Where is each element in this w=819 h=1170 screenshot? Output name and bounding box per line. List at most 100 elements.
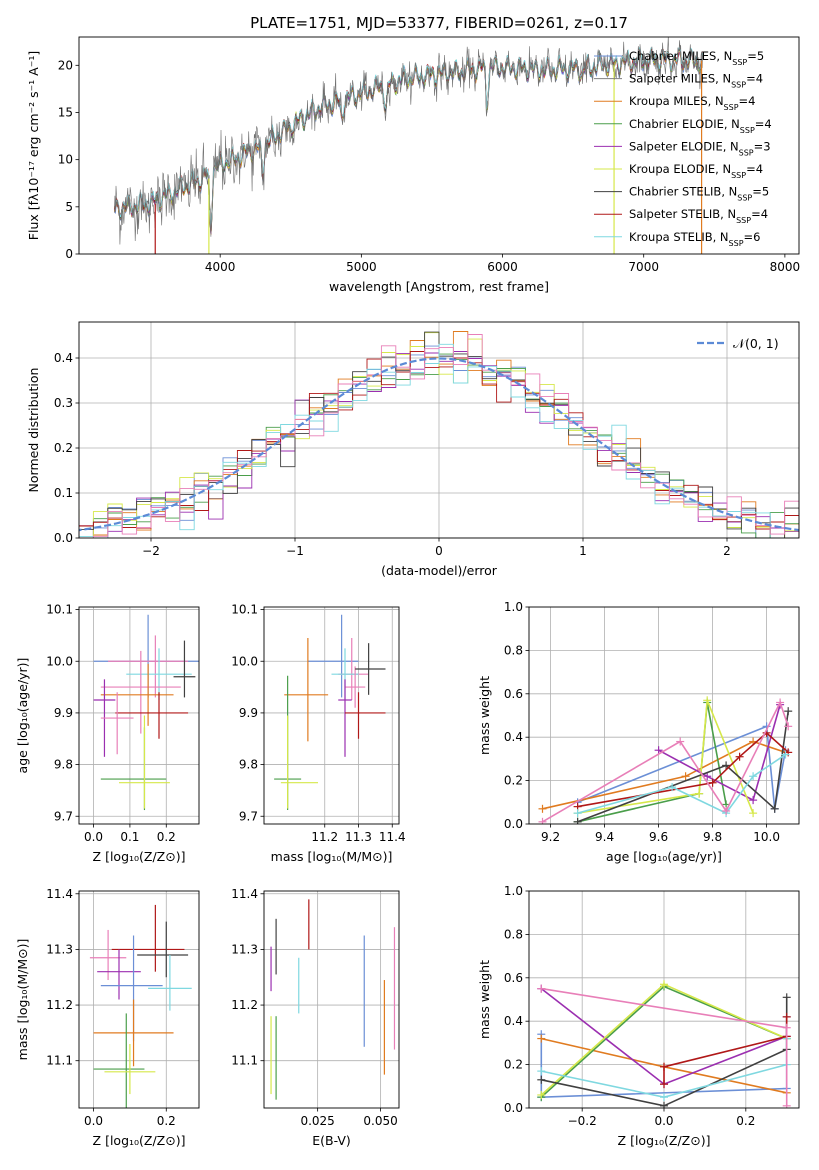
y-tick-label: 10.0 — [46, 654, 73, 668]
y-tick-label: 11.4 — [46, 887, 73, 901]
weight-marker — [703, 772, 712, 781]
weight-marker — [749, 809, 758, 818]
weight-marker — [782, 1012, 791, 1021]
weight-marker — [573, 817, 582, 824]
y-tick-label: 9.7 — [54, 809, 73, 823]
weight-marker — [537, 1067, 546, 1076]
weight-marker — [782, 1023, 791, 1032]
y-tick-label: 0.0 — [54, 531, 73, 545]
weight-marker — [703, 696, 712, 705]
panel-weights-vs-age: 9.2 9.4 9.6 9.8 10.0 0.0 0.2 0.4 0.6 0.8 1.0 age [l… — [477, 600, 800, 864]
weight-marker — [676, 737, 685, 746]
y-tick-label: 0 — [65, 247, 73, 261]
weight-marker — [695, 789, 704, 798]
y-tick-label: 11.1 — [46, 1054, 73, 1068]
x-axis-label: wavelength [Angstrom, rest frame] — [329, 279, 549, 294]
x-axis-label: E(B-V) — [312, 1133, 351, 1148]
x-tick-label: 9.4 — [595, 830, 614, 844]
y-tick-label: 11.4 — [231, 887, 258, 901]
histogram-step — [79, 334, 799, 538]
data-point-errorbar — [345, 666, 366, 708]
data-point-errorbar — [100, 692, 134, 755]
panel-mass-vs-ebv: 0.025 0.050 11.1 11.2 11.3 11.4 E(B-V) — [231, 887, 400, 1148]
data-point-errorbar — [284, 638, 329, 742]
y-tick-label: 0.8 — [504, 927, 523, 941]
weight-marker — [660, 1093, 668, 1102]
x-tick-label: 1 — [579, 544, 587, 558]
y-tick-label: 11.1 — [231, 1054, 258, 1068]
y-tick-label: 0.4 — [504, 1014, 523, 1028]
weight-marker — [782, 1101, 791, 1108]
x-tick-label: 0.0 — [654, 1114, 673, 1128]
x-tick-label: 0.025 — [300, 1114, 334, 1128]
weight-marker — [749, 796, 758, 805]
weight-marker — [708, 778, 717, 787]
axes-frame — [78, 321, 800, 539]
x-axis-label: Z [log₁₀(Z/Z⊙)] — [93, 1133, 186, 1148]
data-point-errorbar — [100, 727, 167, 811]
panel-weights-vs-Z: −0.2 0.0 0.2 0.0 0.2 0.4 0.6 0.8 1.0 Z [log₁₀(Z/Z… — [477, 884, 800, 1148]
x-tick-label: 9.6 — [649, 830, 668, 844]
data-point-errorbar — [111, 904, 185, 972]
weight-line — [577, 699, 754, 814]
legend-label: Chabrier ELODIE, NSSP=4 — [629, 117, 772, 135]
weight-marker — [668, 783, 677, 792]
y-tick-label: 20 — [58, 58, 73, 72]
y-tick-label: 9.9 — [54, 706, 73, 720]
y-tick-label: 9.7 — [239, 809, 258, 823]
x-tick-label: 2 — [723, 544, 731, 558]
data-point-errorbar — [97, 949, 141, 1000]
x-tick-label: 0.0 — [84, 830, 103, 844]
data-point-errorbar — [93, 1013, 145, 1108]
weight-line — [542, 700, 789, 823]
x-axis-label: Z [log₁₀(Z/Z⊙)] — [93, 849, 186, 864]
y-tick-label: 9.8 — [54, 758, 73, 772]
legend-label: Salpeter ELODIE, NSSP=3 — [629, 139, 771, 157]
weight-marker — [681, 772, 690, 781]
data-point-errorbar — [307, 614, 359, 698]
histogram-step — [79, 343, 799, 538]
y-tick-label: 9.9 — [239, 706, 258, 720]
legend-label: Chabrier MILES, NSSP=5 — [629, 49, 764, 67]
weight-marker — [538, 804, 547, 813]
x-tick-label: 10.0 — [753, 830, 780, 844]
weight-marker — [776, 698, 785, 707]
weight-line — [577, 702, 727, 823]
normal-reference-curve — [79, 357, 799, 532]
y-tick-label: 0.2 — [504, 1058, 523, 1072]
x-tick-label: 0.2 — [157, 1114, 176, 1128]
x-tick-label: 0.1 — [120, 830, 139, 844]
residuals-plot-area — [79, 322, 799, 538]
legend-label: Kroupa ELODIE, NSSP=4 — [629, 162, 763, 180]
x-tick-label: 0.2 — [157, 830, 176, 844]
weight-marker — [573, 809, 582, 818]
y-axis-label: mass [log₁₀(M/M⊙)] — [15, 939, 30, 1061]
x-tick-label: −2 — [142, 544, 160, 558]
weight-marker — [538, 817, 547, 824]
y-tick-label: 0.8 — [504, 643, 523, 657]
data-point-errorbar — [148, 954, 192, 1011]
x-tick-label: 0 — [435, 544, 443, 558]
axes-frame — [78, 890, 200, 1109]
axes-frame — [78, 36, 800, 255]
y-tick-label: 11.3 — [231, 942, 258, 956]
y-tick-label: 1.0 — [504, 600, 523, 614]
x-tick-label: −0.2 — [568, 1114, 597, 1128]
mass-vs-ebv-plot-area — [264, 891, 399, 1108]
panel-age-vs-Z: 0.0 0.1 0.2 9.7 9.8 9.9 10.0 10.1 Z [log₁₀(Z/Z⊙)… — [15, 603, 200, 864]
x-tick-label: 0.2 — [736, 1114, 755, 1128]
y-tick-label: 10 — [58, 153, 73, 167]
x-tick-label: 11.4 — [379, 830, 406, 844]
weight-marker — [660, 1062, 668, 1071]
y-axis-label: mass weight — [477, 676, 492, 755]
weight-marker — [722, 806, 731, 815]
x-axis-label: Z [log₁₀(Z/Z⊙)] — [618, 1133, 711, 1148]
x-axis-label: (data-model)/error — [381, 563, 498, 578]
weight-marker — [537, 1034, 546, 1043]
age-vs-Z-plot-area — [79, 607, 199, 824]
data-point-errorbar — [280, 715, 318, 809]
y-tick-label: 15 — [58, 105, 73, 119]
data-point-errorbar — [93, 999, 174, 1067]
x-axis-label: mass [log₁₀(M/M⊙)] — [271, 849, 393, 864]
